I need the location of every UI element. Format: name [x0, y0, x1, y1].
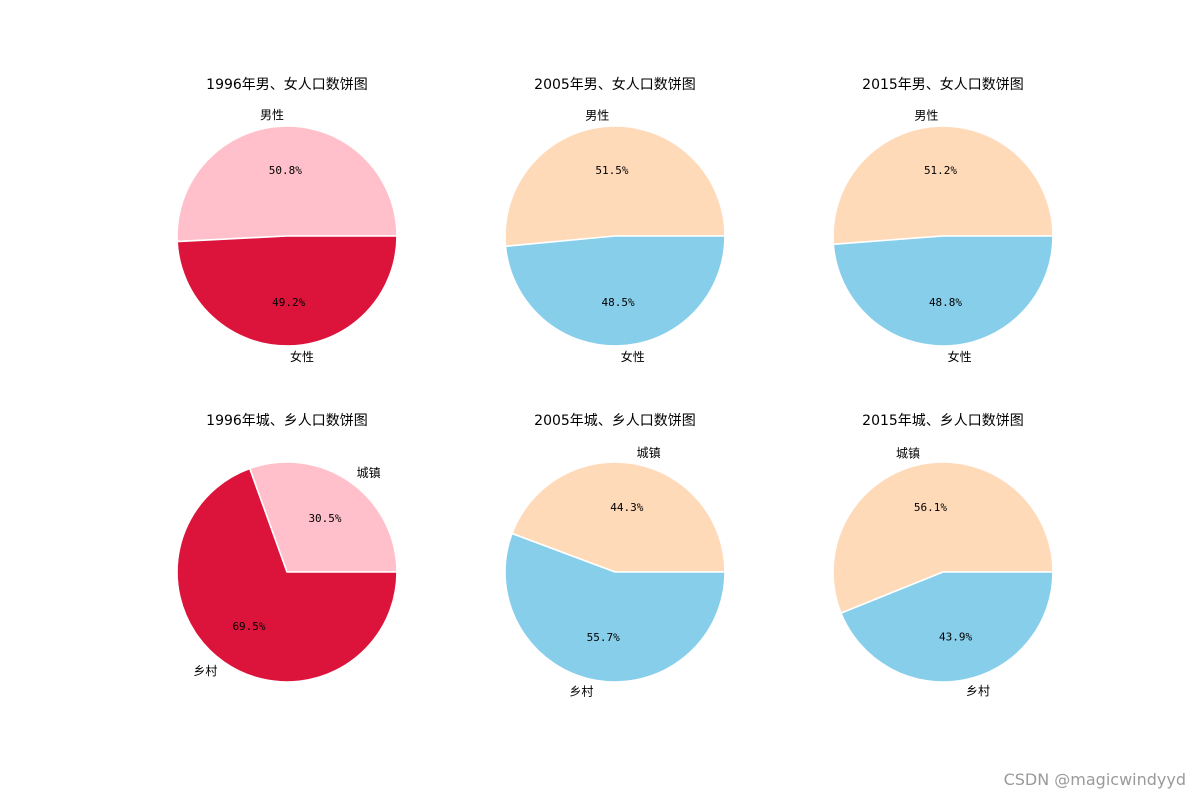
- slice-label: 城镇: [637, 446, 661, 460]
- slice-label: 男性: [914, 108, 938, 122]
- slice-label: 乡村: [966, 684, 990, 698]
- chart-title: 2015年城、乡人口数饼图: [862, 413, 1024, 429]
- slice-label: 男性: [260, 108, 284, 122]
- pie-slice-2: [176, 235, 398, 347]
- slice-percent-label: 51.5%: [595, 164, 628, 177]
- chart-title: 2015年男、女人口数饼图: [862, 76, 1024, 93]
- pie-slice-1: [832, 461, 1054, 614]
- slice-label: 女性: [948, 349, 972, 364]
- chart-title: 2005年男、女人口数饼图: [534, 76, 696, 93]
- slice-percent-label: 44.3%: [610, 501, 643, 514]
- slice-label: 女性: [290, 349, 314, 364]
- pie-slice-2: [832, 235, 1054, 347]
- slice-percent-label: 48.5%: [602, 296, 635, 309]
- chart-title: 2005年城、乡人口数饼图: [534, 413, 696, 429]
- pie-slice-1: [504, 125, 726, 248]
- pie-slice-1: [511, 461, 726, 573]
- slice-label: 乡村: [569, 684, 593, 698]
- watermark-text: CSDN @magicwindyyd: [1004, 770, 1186, 789]
- pie-slice-2: [504, 235, 726, 347]
- slice-percent-label: 69.5%: [232, 620, 265, 633]
- slice-label: 城镇: [357, 466, 381, 480]
- slice-label: 乡村: [193, 664, 217, 678]
- slice-label: 男性: [585, 108, 609, 122]
- pie-slice-1: [832, 125, 1054, 246]
- pie-slice-1: [176, 125, 398, 243]
- slice-percent-label: 50.8%: [269, 164, 302, 177]
- slice-percent-label: 48.8%: [929, 296, 962, 309]
- slice-percent-label: 55.7%: [587, 631, 620, 644]
- chart-title: 1996年城、乡人口数饼图: [206, 413, 368, 429]
- slice-percent-label: 51.2%: [924, 164, 957, 177]
- slice-label: 女性: [621, 349, 645, 364]
- pie-slice-1: [248, 461, 398, 573]
- pie-slice-2: [504, 532, 726, 683]
- slice-percent-label: 49.2%: [272, 296, 305, 309]
- chart-title: 1996年男、女人口数饼图: [206, 76, 368, 93]
- slice-label: 城镇: [896, 446, 920, 460]
- slice-percent-label: 56.1%: [914, 501, 947, 514]
- pie-slice-2: [840, 571, 1054, 683]
- slice-percent-label: 30.5%: [308, 512, 341, 525]
- pie-slice-2: [176, 467, 398, 683]
- slice-percent-label: 43.9%: [939, 631, 972, 644]
